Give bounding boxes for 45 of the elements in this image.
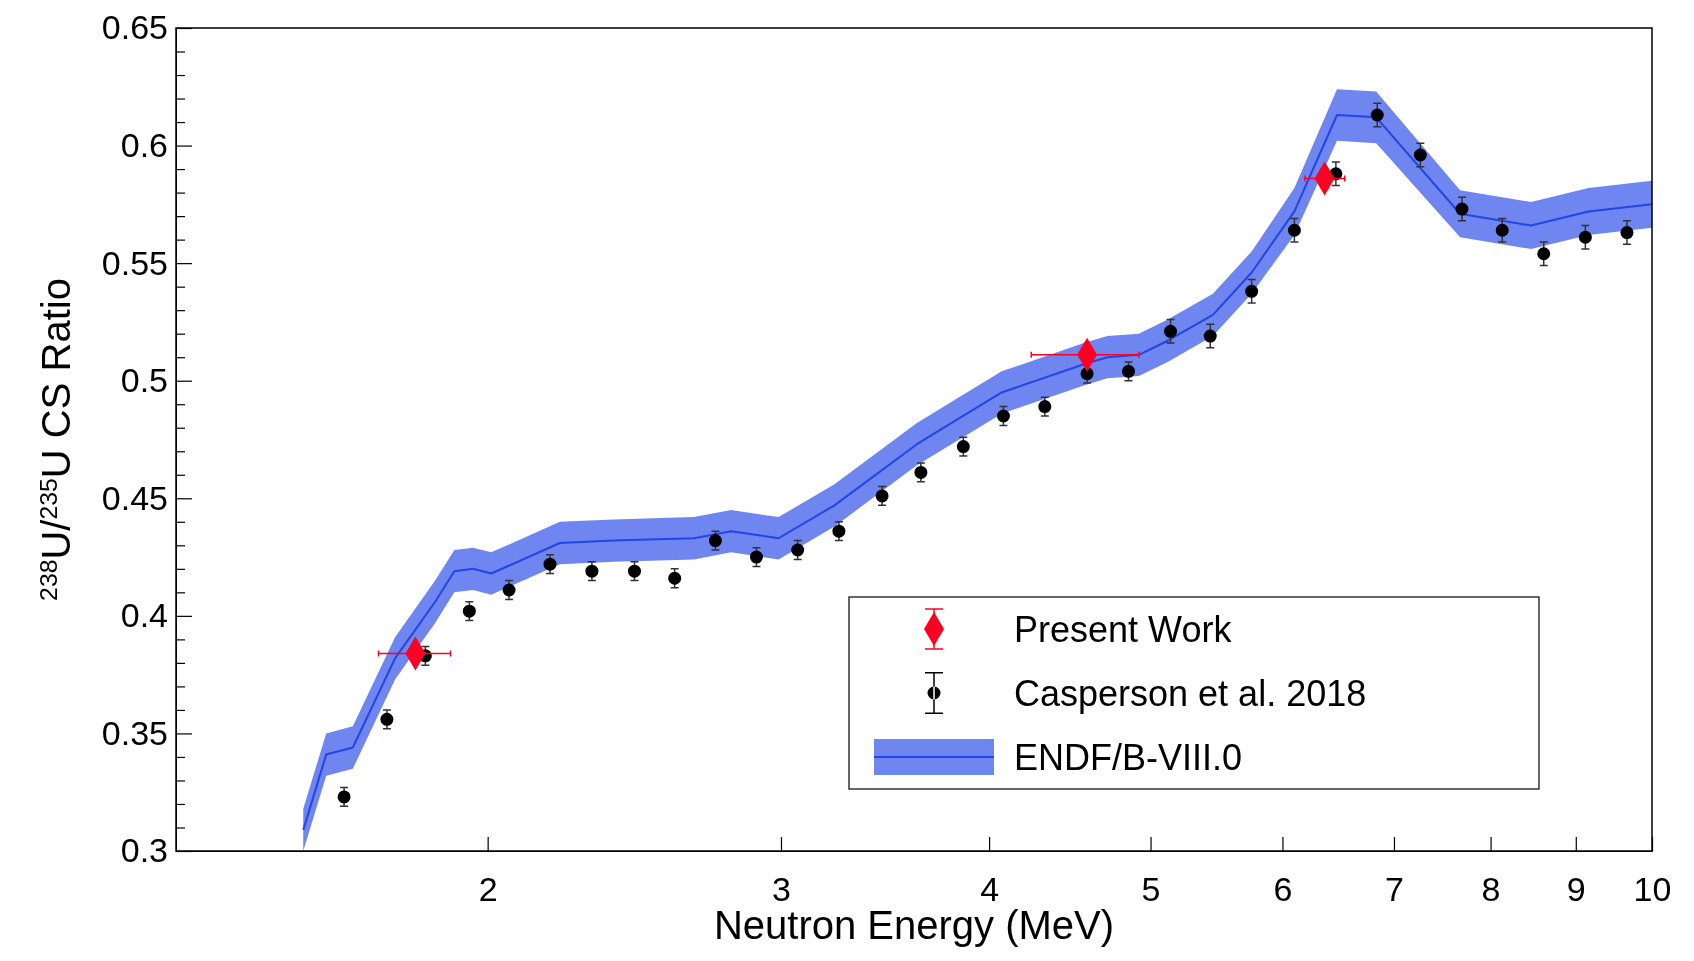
x-tick-label: 10 <box>1633 870 1672 909</box>
point <box>502 583 516 597</box>
point <box>627 564 641 578</box>
point <box>791 543 805 557</box>
point <box>1578 230 1592 244</box>
point <box>543 557 557 571</box>
y-tick-label: 0.35 <box>101 713 168 752</box>
x-tick-label: 6 <box>1273 870 1293 909</box>
y-tick-label: 0.5 <box>120 361 168 400</box>
point <box>832 524 846 538</box>
y-tick-label: 0.6 <box>120 125 168 164</box>
point <box>1122 364 1136 378</box>
point <box>337 790 351 804</box>
legend-label: Casperson et al. 2018 <box>1014 673 1367 714</box>
point <box>914 465 928 479</box>
x-tick-label: 2 <box>478 870 498 909</box>
y-tick-label: 0.55 <box>101 243 168 282</box>
point <box>585 564 599 578</box>
y-tick-label: 0.45 <box>101 478 168 517</box>
point <box>708 534 722 548</box>
y-tick-label: 0.3 <box>120 831 168 870</box>
point <box>875 489 889 503</box>
point <box>1245 284 1259 298</box>
y-tick-label: 0.65 <box>101 8 168 47</box>
point <box>1537 247 1551 261</box>
x-tick-label: 8 <box>1481 870 1501 909</box>
point <box>1413 148 1427 162</box>
point <box>1080 367 1094 381</box>
point <box>462 604 476 618</box>
point <box>1495 223 1509 237</box>
legend-label: Present Work <box>1014 609 1233 650</box>
point <box>1164 324 1178 338</box>
x-tick-label: 7 <box>1385 870 1404 909</box>
x-tick-label: 5 <box>1141 870 1161 909</box>
point <box>749 550 763 564</box>
point <box>1038 400 1052 414</box>
point <box>1287 223 1301 237</box>
x-tick-label: 9 <box>1566 870 1586 909</box>
point <box>956 440 970 454</box>
point <box>1620 226 1634 240</box>
legend-label: ENDF/B-VIII.0 <box>1014 737 1243 778</box>
y-tick-label: 0.4 <box>120 596 168 635</box>
point <box>668 571 682 585</box>
point <box>1370 108 1384 122</box>
point <box>1455 202 1469 216</box>
